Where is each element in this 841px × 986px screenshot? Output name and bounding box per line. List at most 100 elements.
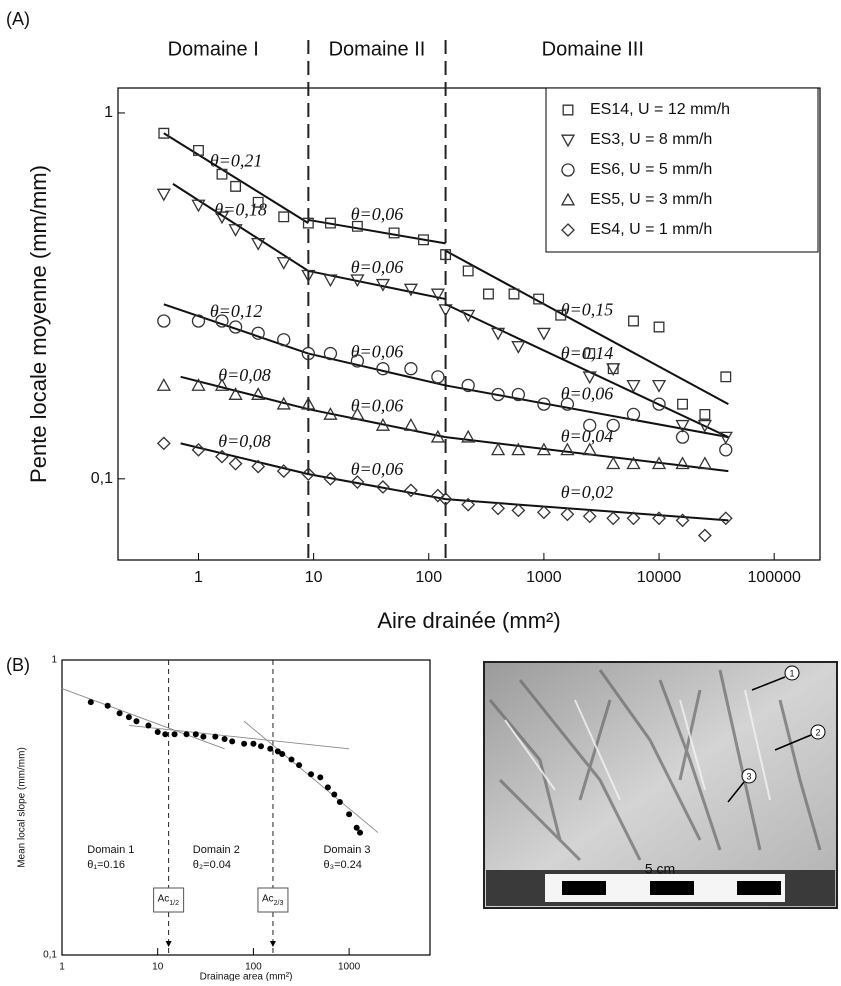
data-point (606, 456, 621, 470)
data-point (584, 348, 596, 359)
data-point (214, 378, 230, 391)
data-point (404, 362, 418, 376)
fit-line (61, 688, 225, 750)
data-point (171, 731, 178, 738)
theta-label: θ=0,06 (351, 459, 404, 479)
data-point (336, 799, 343, 806)
photo-marker-label: 1 (789, 668, 794, 678)
data-point (288, 756, 295, 763)
data-point (323, 407, 338, 420)
photo-texture (504, 689, 771, 801)
data-point (267, 745, 274, 752)
domain-label: Domain 3 (323, 844, 370, 856)
data-point (438, 492, 453, 507)
data-point (357, 829, 364, 836)
data-point (652, 511, 666, 526)
data-point (191, 314, 206, 328)
threshold-box (257, 887, 289, 913)
data-point (388, 227, 400, 239)
x-tick-label: 10000 (637, 569, 682, 586)
data-point (125, 714, 132, 721)
fit-line (308, 218, 446, 245)
theta-label: θ=0,06 (351, 342, 404, 362)
data-point (156, 188, 171, 202)
domain-theta: θ₃=0.24 (323, 859, 361, 871)
data-point (511, 341, 526, 354)
photo-arrow (727, 781, 745, 803)
theta-label: θ=0,14 (561, 343, 614, 363)
scale-block (562, 881, 606, 895)
fit-line (445, 249, 729, 406)
theta-label: θ=0,12 (210, 301, 263, 321)
theta-label: θ=0,02 (561, 482, 614, 502)
photo-marker-label: 2 (815, 727, 820, 737)
photo-marker (784, 665, 800, 681)
data-point (719, 443, 733, 457)
data-point (438, 304, 453, 317)
data-point (215, 314, 229, 328)
data-point (403, 283, 419, 297)
data-point (216, 168, 228, 180)
data-point (350, 274, 365, 288)
data-point (653, 321, 665, 333)
data-point (353, 824, 360, 831)
data-point (301, 467, 316, 482)
legend-box (545, 87, 819, 253)
data-point (191, 378, 206, 391)
data-point (582, 371, 597, 385)
x-tick-label: 100000 (747, 569, 800, 586)
data-point (626, 511, 641, 526)
photo: 5 cm 1 2 3 (483, 661, 838, 909)
data-point (154, 729, 161, 736)
data-point (461, 497, 476, 512)
threshold-arrow (165, 941, 172, 947)
x-tick-label: 10 (305, 569, 323, 586)
data-point (323, 471, 338, 486)
scale-label: 5 cm (645, 861, 675, 877)
x-tick-label: 100 (245, 962, 262, 973)
data-point (606, 511, 621, 526)
data-point (296, 762, 303, 769)
data-point (279, 751, 286, 758)
data-point (511, 442, 526, 456)
data-point (251, 459, 266, 474)
fit-line (308, 408, 446, 439)
photo-marker (741, 768, 757, 784)
data-point (156, 378, 171, 391)
data-point (324, 217, 336, 229)
plot-frame (61, 659, 431, 956)
domain-label: Domaine II (329, 38, 426, 60)
y-axis-label: Pente locale moyenne (mm/mm) (26, 165, 51, 483)
data-point (251, 326, 265, 340)
data-point (228, 387, 243, 400)
theta-label: θ=0,08 (218, 365, 271, 385)
data-point (536, 442, 552, 456)
data-point (221, 735, 228, 742)
data-point (346, 811, 353, 818)
data-point (350, 354, 365, 368)
theta-label: θ=0,06 (351, 395, 404, 415)
scale-block (737, 881, 781, 895)
data-point (418, 234, 429, 246)
data-point (537, 397, 551, 411)
data-point (555, 309, 567, 321)
legend-marker (561, 163, 575, 177)
data-point (192, 731, 199, 738)
legend-marker (561, 223, 575, 237)
data-point (162, 731, 169, 738)
theta-label: θ=0,21 (210, 150, 263, 170)
x-tick-label: 1000 (338, 962, 361, 973)
fit-line (128, 724, 350, 750)
y-tick-label: 1 (104, 104, 113, 121)
data-point (301, 346, 316, 361)
data-point (626, 456, 641, 470)
data-point (718, 431, 733, 445)
domain-theta: θ₁=0.16 (87, 859, 125, 871)
legend-label: ES4, U = 1 mm/h (590, 221, 712, 238)
data-point (582, 509, 597, 524)
x-axis-label: Drainage area (mm²) (200, 972, 293, 981)
theta-label: θ=0,18 (214, 200, 267, 220)
data-point (301, 396, 316, 410)
legend-marker (562, 104, 574, 116)
